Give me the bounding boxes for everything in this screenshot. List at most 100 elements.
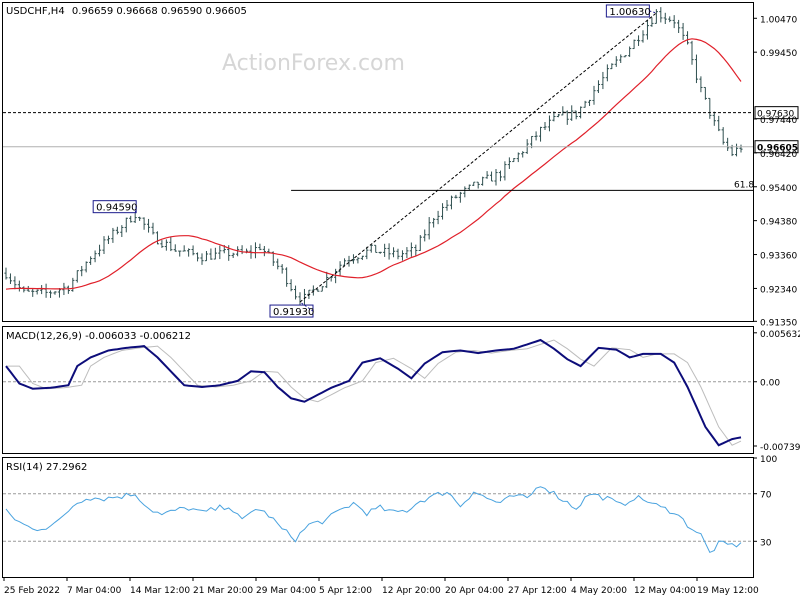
ohlc-values: 0.96659 0.96668 0.96590 0.96605 [72,6,247,17]
price-bar [31,288,35,297]
price-bar [574,110,578,120]
symbol-label: USDCHF,H4 [6,6,65,17]
price-bar [668,16,672,23]
price-axis-label: 0.96420 [760,150,797,160]
price-bar [231,252,235,258]
price-bar [543,122,547,130]
price-bar [436,210,440,225]
price-label-leader [649,10,657,14]
price-bar [414,244,418,257]
price-bar [472,181,476,187]
macd-title: MACD(12,26,9) -0.006033 -0.006212 [6,331,191,342]
current-price-label: 0.96605 [757,144,798,154]
time-axis-label: 7 Mar 04:00 [67,586,122,596]
time-axis-label: 21 Mar 20:00 [193,586,253,596]
price-bar [35,289,39,295]
price-label: 0.91930 [273,307,314,318]
price-bar [494,169,498,186]
price-bar [209,248,213,260]
macd-signal-line [6,339,742,446]
price-axis-label: 0.92340 [760,285,797,295]
price-bar [276,258,280,270]
price-bar [717,115,721,132]
price-bar [601,71,605,90]
price-bar [628,46,632,57]
rsi-panel-frame [2,457,754,578]
price-bar [445,200,449,211]
price-bar [694,54,699,84]
price-bar [583,100,587,108]
time-axis-label: 12 Apr 20:00 [382,586,441,596]
price-bar [565,110,569,125]
price-bar [561,106,565,116]
price-bar [507,157,511,169]
price-bar [57,288,62,298]
price-bar [570,105,574,121]
price-bar [503,161,507,181]
price-bar [405,247,409,259]
price-bar [138,216,142,221]
price-bar [22,286,26,293]
price-bar [102,236,106,254]
price-bar [80,265,84,277]
time-axis-label: 19 May 12:00 [697,586,759,596]
price-bar [178,250,182,257]
price-axis-label: 0.99450 [760,49,797,59]
rsi-axis-label: 100 [760,455,777,465]
price-bar [93,250,97,263]
moving-average-line [5,38,742,290]
price-bar [204,251,209,262]
price-bar [48,290,53,298]
price-bar [721,127,725,145]
price-bar [734,143,739,157]
price-bar [89,256,93,265]
price-bar [262,246,266,257]
price-bar [325,271,329,288]
price-label: 1.00630 [609,7,650,18]
price-bar [13,276,17,290]
price-bar [387,243,391,260]
chart-header: USDCHF,H4 0.96659 0.96668 0.96590 0.9660… [6,6,247,17]
price-bar [17,280,21,292]
price-bar [463,186,467,198]
price-layer: 61.8 1.00630 0.94590 0.91930 [3,4,754,318]
price-bar [195,252,200,262]
price-bar [213,247,217,260]
price-label-leader [134,206,137,214]
macd-panel-frame [2,326,754,454]
macd-layer [3,338,753,447]
price-bar [129,215,133,223]
price-bar [356,257,360,264]
price-bar [650,17,654,27]
fib-level-label: 61.8 [734,180,754,190]
price-bar [677,19,681,33]
price-bar [258,243,262,251]
price-bar [636,35,641,46]
price-bar [351,254,356,264]
price-bar [659,7,663,23]
price-bar [106,235,111,244]
time-axis-label: 20 Apr 04:00 [445,586,504,596]
price-bar [173,244,177,252]
price-bar [632,39,636,50]
rsi-layer [3,486,753,554]
price-bar [498,170,503,182]
price-bar [489,171,494,182]
price-bar [596,80,601,94]
price-bar [485,171,489,179]
price-bar [641,30,645,43]
time-axis-label: 5 Apr 12:00 [319,586,372,596]
price-bar [115,226,119,235]
price-bar [556,114,560,118]
price-axis-label: 0.93360 [760,252,797,262]
price-bar [708,97,712,119]
time-axis-label: 14 Mar 12:00 [130,586,190,596]
time-axis-label: 12 May 04:00 [634,586,696,596]
price-label-leader [299,301,314,312]
price-bar [538,126,543,142]
price-bar [605,64,609,82]
price-bar [75,270,79,283]
price-bar [191,245,195,256]
price-bar [432,217,436,228]
